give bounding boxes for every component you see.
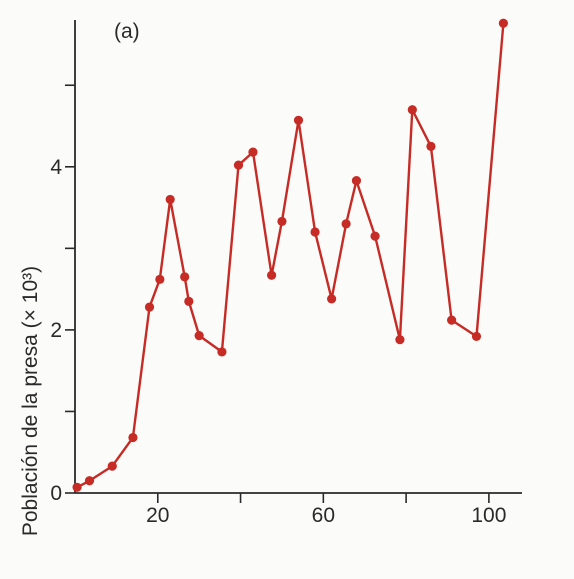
data-point	[341, 219, 351, 229]
data-point	[277, 216, 287, 227]
data-point	[184, 296, 194, 306]
data-point	[107, 461, 117, 471]
series-line	[76, 23, 505, 489]
x-tick-label: 100	[471, 504, 506, 527]
x-tick-label: 60	[312, 504, 335, 527]
ticks	[65, 84, 490, 503]
data-point	[72, 482, 82, 492]
data-point	[426, 141, 436, 152]
data-point	[395, 335, 405, 345]
data-point	[327, 294, 337, 304]
data-point	[370, 231, 380, 241]
data-point	[293, 115, 304, 125]
data-point	[471, 331, 482, 342]
data-point	[310, 227, 320, 237]
data-point	[194, 331, 204, 341]
data-point	[233, 160, 244, 170]
data-point	[128, 432, 138, 443]
axes	[74, 20, 522, 494]
y-tick-label: 2	[50, 319, 62, 342]
y-tick-label: 0	[50, 482, 62, 505]
panel-label: (a)	[114, 20, 140, 43]
data-point	[498, 18, 508, 28]
x-tick-label: 20	[146, 504, 169, 527]
data-points	[72, 18, 508, 492]
data-point	[180, 272, 190, 282]
data-point	[248, 147, 258, 157]
data-point	[407, 105, 417, 115]
data-point	[84, 476, 95, 486]
data-point	[447, 315, 457, 325]
tick-labels: 20 60 100 0 2 4	[50, 156, 506, 527]
data-point	[165, 194, 175, 205]
y-tick-label: 4	[50, 156, 62, 179]
data-point	[144, 302, 155, 312]
data-point	[217, 347, 227, 357]
data-point	[351, 176, 362, 186]
y-axis-title: Población de la presa (× 10³)	[19, 266, 42, 536]
data-point	[266, 270, 277, 280]
data-point	[155, 274, 165, 284]
